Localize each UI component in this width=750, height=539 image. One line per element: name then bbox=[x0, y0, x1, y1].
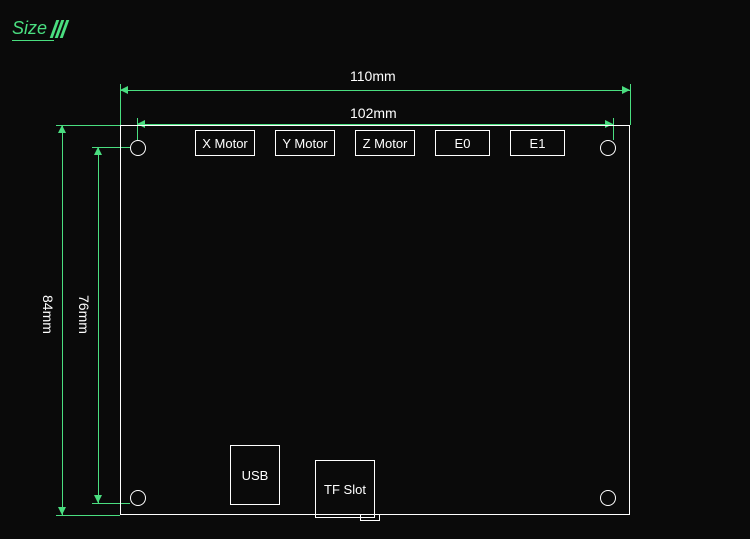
dim-outer-width: 110mm bbox=[350, 68, 396, 84]
port-x-motor: X Motor bbox=[195, 130, 255, 156]
mounting-hole bbox=[130, 140, 146, 156]
port-usb: USB bbox=[230, 445, 280, 505]
dim-outer-height: 84mm bbox=[40, 295, 56, 334]
mounting-hole bbox=[600, 140, 616, 156]
dim-line-left-outer bbox=[62, 125, 63, 515]
dim-line-top-outer bbox=[120, 90, 630, 91]
port-e1: E1 bbox=[510, 130, 565, 156]
mounting-hole bbox=[130, 490, 146, 506]
mounting-hole bbox=[600, 490, 616, 506]
dim-inner-height: 76mm bbox=[76, 295, 92, 334]
title-underline bbox=[12, 40, 54, 41]
port-z-motor: Z Motor bbox=[355, 130, 415, 156]
port-tf-slot: TF Slot bbox=[315, 460, 375, 518]
dim-inner-width: 102mm bbox=[350, 105, 397, 121]
dim-line-left-inner bbox=[98, 147, 99, 503]
page-title: Size bbox=[12, 18, 47, 39]
slash-decoration bbox=[53, 20, 66, 38]
tf-notch bbox=[360, 515, 380, 521]
board-outline bbox=[120, 125, 630, 515]
port-y-motor: Y Motor bbox=[275, 130, 335, 156]
size-diagram: 110mm 102mm 84mm 76mm X Motor Y Motor Z … bbox=[40, 60, 720, 530]
title-row: Size bbox=[12, 18, 66, 39]
port-e0: E0 bbox=[435, 130, 490, 156]
